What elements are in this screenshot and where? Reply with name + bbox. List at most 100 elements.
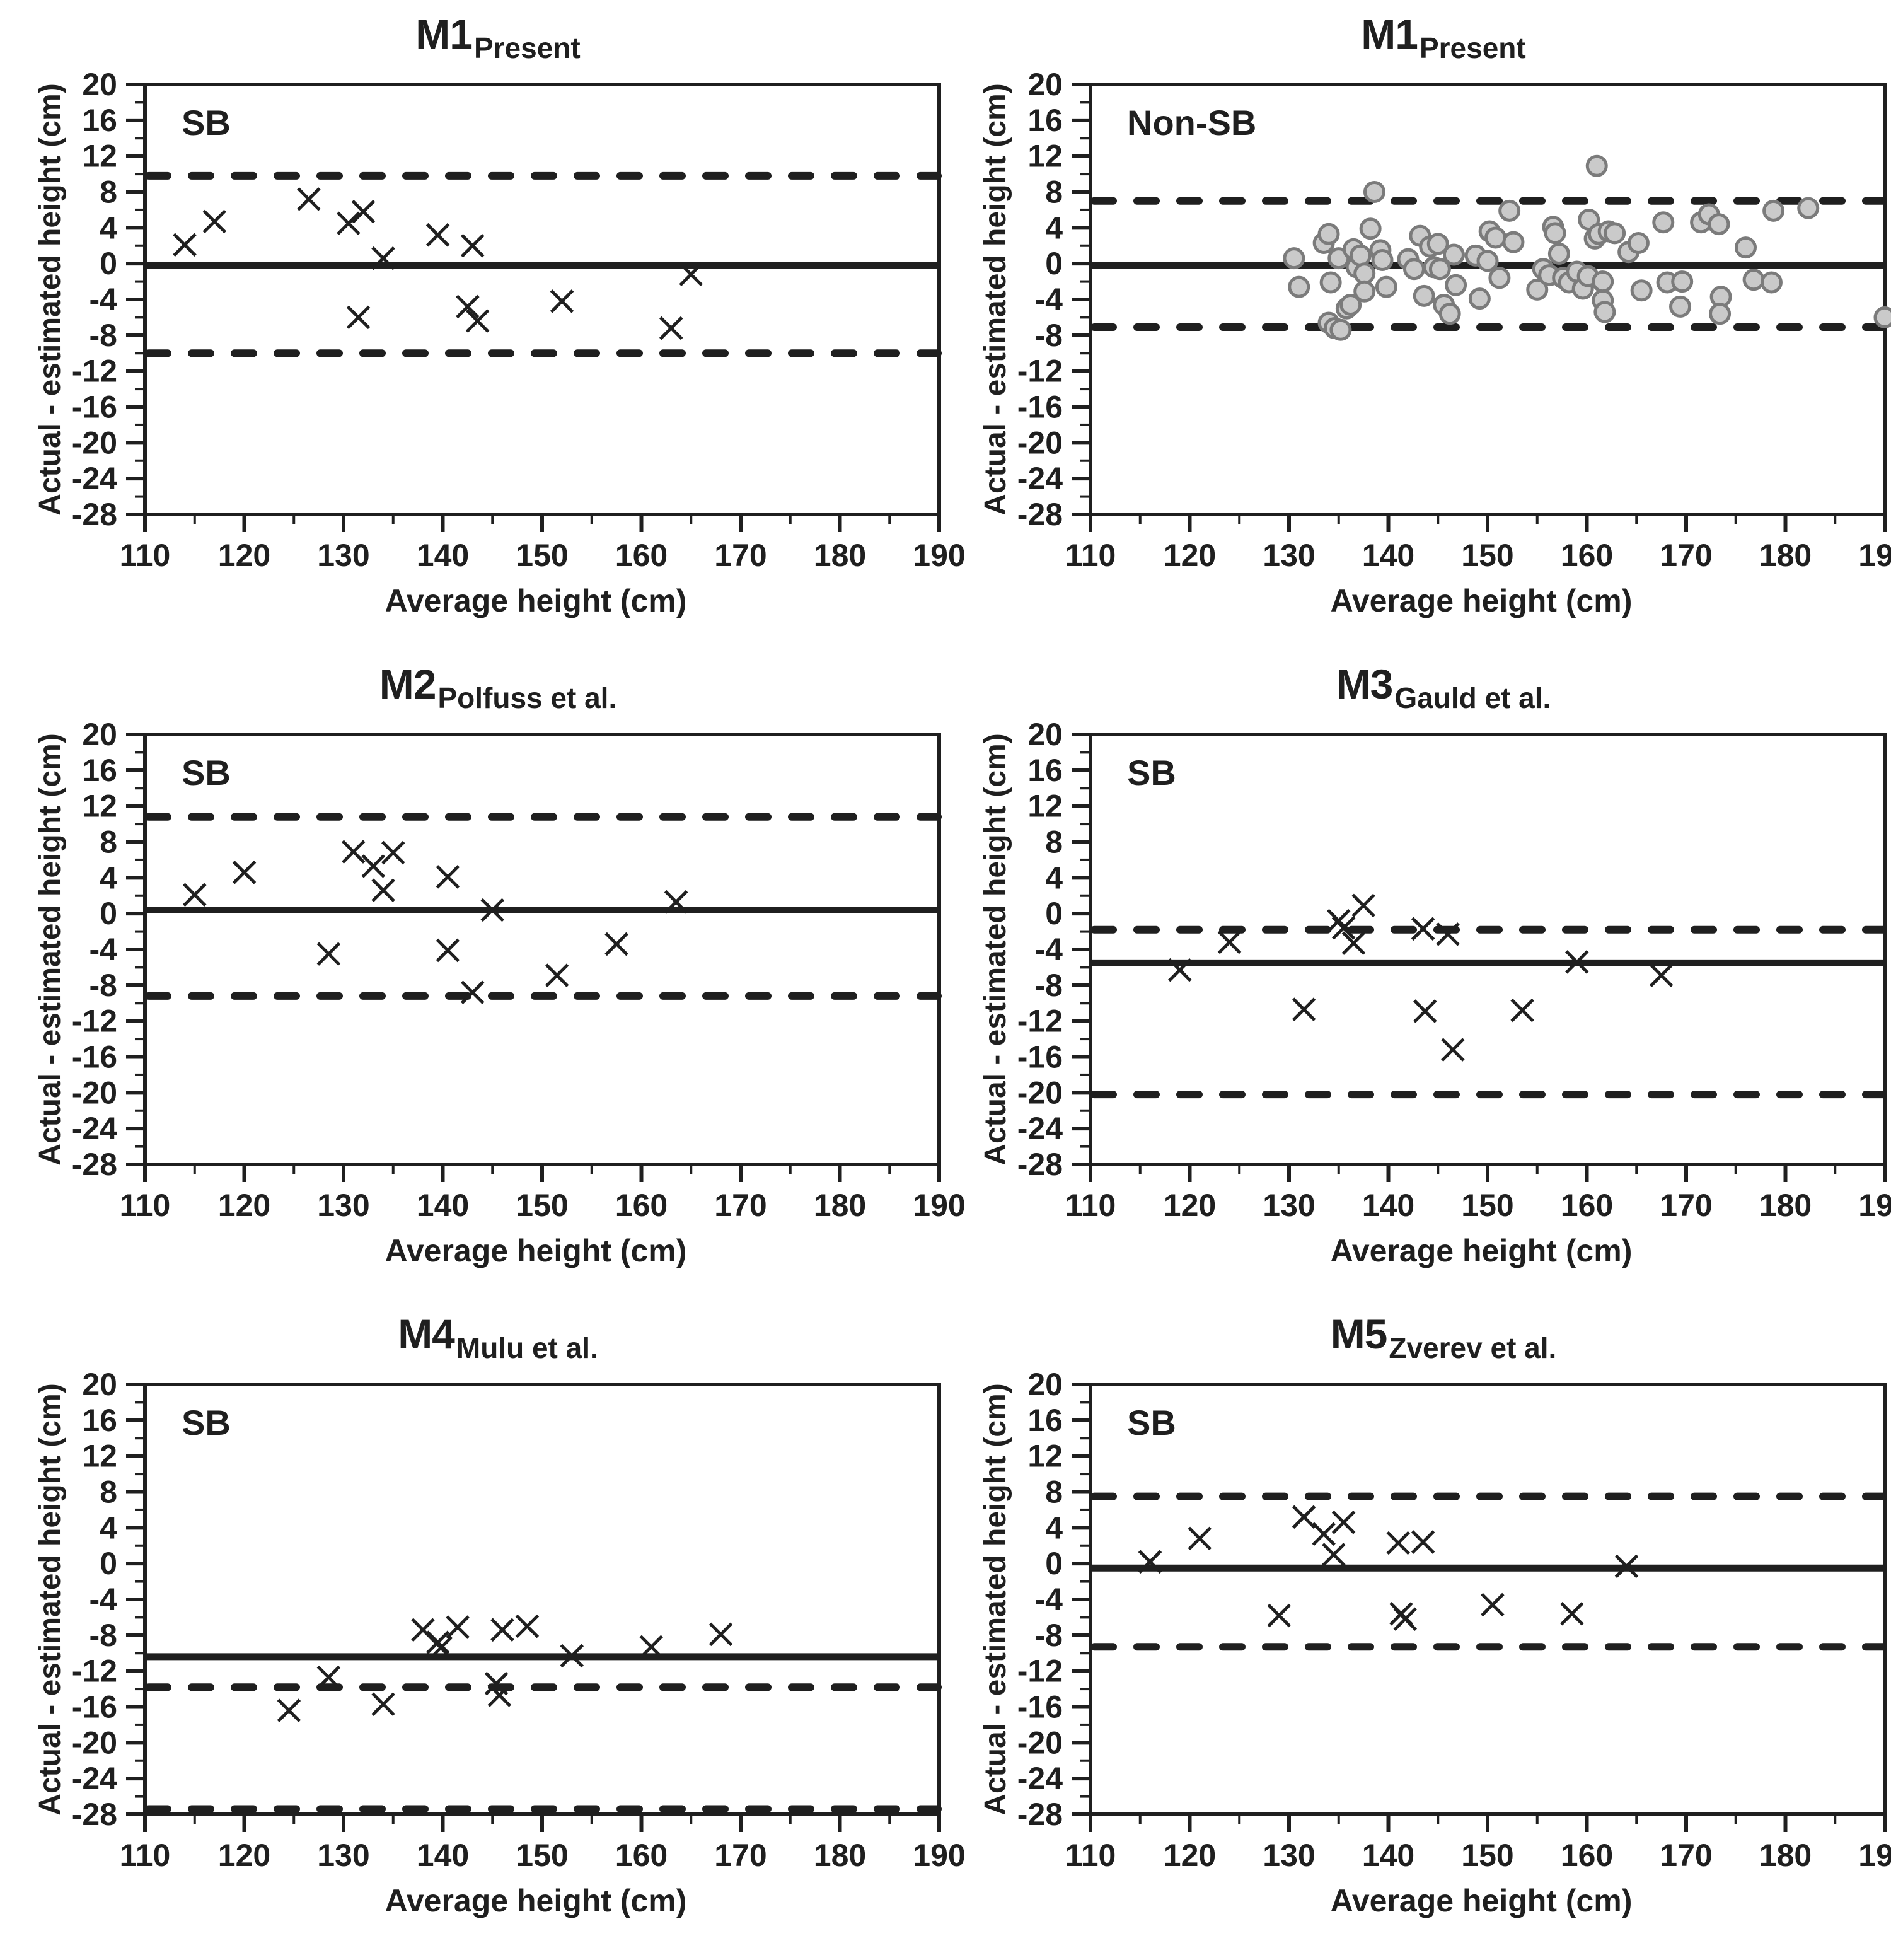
y-tick-label: 12 — [82, 139, 117, 174]
data-point — [560, 1644, 584, 1668]
y-tick-label: -20 — [72, 425, 117, 460]
data-point — [604, 932, 628, 956]
panel-m5-sb: 20 16 12 8 4 0 -4 -8 -12 -16 -20 -24 -28 110 120 130 140… — [971, 1310, 1891, 1960]
plot-frame — [143, 83, 941, 516]
y-tick-label: 8 — [1045, 825, 1063, 860]
data-point — [371, 246, 395, 270]
y-tick-label: 20 — [1027, 1367, 1063, 1402]
group-label: SB — [182, 1403, 231, 1442]
x-tick-label: 170 — [1660, 1188, 1712, 1223]
x-tick-label: 110 — [120, 1188, 171, 1223]
y-tick-label: 16 — [82, 103, 117, 138]
title-main: M5 — [1330, 1311, 1388, 1357]
y-tick-label: 4 — [1045, 1510, 1063, 1545]
data-point — [1341, 931, 1366, 955]
y-tick-label: 12 — [1027, 789, 1063, 824]
y-tick-label: -28 — [72, 1797, 117, 1832]
y-tick-label: -12 — [1017, 354, 1063, 389]
x-tick-label: 110 — [1065, 538, 1116, 573]
y-tick-label: -8 — [90, 1618, 117, 1653]
x-tick-label: 120 — [218, 538, 270, 573]
data-point — [550, 289, 574, 313]
data-point — [1438, 303, 1461, 325]
data-point — [1371, 248, 1394, 271]
x-axis-label: Average height (cm) — [1330, 583, 1633, 618]
x-tick-label: 140 — [417, 538, 469, 573]
data-point — [1502, 231, 1525, 253]
panel-m2-sb: 20 16 12 8 4 0 -4 -8 -12 -16 -20 -24 -28 110 120 130 140… — [25, 660, 971, 1310]
data-point — [351, 199, 376, 224]
data-point — [425, 1630, 450, 1654]
data-point — [1413, 284, 1435, 307]
x-tick-label: 150 — [1461, 1188, 1513, 1223]
data-point — [1331, 916, 1356, 940]
data-point — [436, 865, 460, 889]
group-label: SB — [1127, 1403, 1176, 1442]
data-point — [456, 294, 480, 319]
y-tick-label: -16 — [72, 1040, 117, 1075]
panel-m1-nonsb: 20 16 12 8 4 0 -4 -8 -12 -16 -20 -24 -28 110 120 130 140… — [971, 10, 1891, 660]
data-point — [316, 1665, 341, 1690]
data-point — [1488, 267, 1511, 289]
y-tick-label: -16 — [1017, 1040, 1063, 1075]
y-tick-label: 20 — [1027, 717, 1063, 752]
y-tick-label: -16 — [72, 390, 117, 425]
x-tick-label: 150 — [516, 1838, 568, 1873]
group-label: SB — [182, 103, 231, 142]
y-tick-label: -12 — [72, 1654, 117, 1689]
x-tick-label: 180 — [1759, 1838, 1812, 1873]
y-tick-label: 0 — [1045, 246, 1063, 281]
data-point — [182, 883, 207, 907]
x-tick-label: 110 — [120, 538, 171, 573]
data-point — [1138, 1550, 1162, 1574]
data-point — [1288, 275, 1310, 298]
data-point — [1627, 231, 1650, 254]
y-tick-label: 12 — [1027, 139, 1063, 174]
y-tick-label: -16 — [72, 1690, 117, 1725]
data-point — [1604, 222, 1626, 245]
data-point — [679, 262, 703, 286]
x-tick-label: 150 — [516, 538, 568, 573]
panel-title: M1Present — [25, 10, 971, 64]
data-point — [429, 1635, 453, 1660]
group-label: SB — [182, 753, 231, 792]
y-tick-label: 20 — [82, 67, 117, 102]
data-point — [1498, 199, 1521, 222]
panel-m4-sb: 20 16 12 8 4 0 -4 -8 -12 -16 -20 -24 -28 110 120 130 140… — [25, 1310, 971, 1960]
data-point — [1564, 950, 1589, 974]
data-point — [1292, 997, 1316, 1021]
data-point — [515, 1614, 540, 1638]
data-point — [1393, 1607, 1418, 1632]
y-tick-label: 8 — [1045, 1475, 1063, 1510]
panel-title: M5Zverev et al. — [971, 1310, 1891, 1364]
data-point — [1476, 250, 1499, 272]
data-point — [371, 1692, 395, 1717]
data-point — [1167, 958, 1192, 982]
panel-title: M4Mulu et al. — [25, 1310, 971, 1364]
data-point — [465, 309, 490, 333]
data-point — [1709, 303, 1732, 325]
data-point — [232, 861, 257, 884]
x-tick-label: 160 — [1561, 538, 1613, 573]
x-axis-label: Average height (cm) — [1330, 1233, 1633, 1268]
x-tick-label: 110 — [1065, 1188, 1116, 1223]
y-tick-label: 12 — [82, 1439, 117, 1474]
title-subscript: Polfuss et al. — [437, 681, 617, 714]
y-tick-label: -20 — [1017, 425, 1063, 460]
y-tick-label: 12 — [1027, 1439, 1063, 1474]
group-label: Non-SB — [1127, 103, 1257, 142]
y-tick-label: -28 — [1017, 1147, 1063, 1182]
y-tick-label: -20 — [1017, 1725, 1063, 1760]
x-tick-label: 180 — [1759, 1188, 1812, 1223]
data-point — [446, 1615, 470, 1639]
data-point — [1349, 244, 1372, 267]
plot-frame — [1089, 1383, 1887, 1816]
data-point — [346, 305, 371, 330]
data-point — [1353, 262, 1376, 285]
data-point — [1322, 1543, 1346, 1567]
y-tick-label: -28 — [72, 497, 117, 532]
data-point — [1649, 963, 1674, 987]
x-tick-label: 110 — [120, 1838, 171, 1873]
x-tick-label: 160 — [615, 1188, 668, 1223]
data-point — [277, 1698, 301, 1722]
